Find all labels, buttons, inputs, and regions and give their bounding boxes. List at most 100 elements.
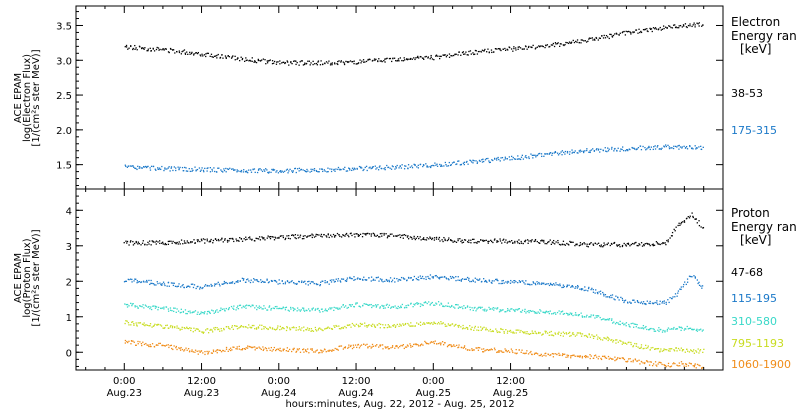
data-point <box>455 275 457 278</box>
data-point <box>654 28 656 30</box>
data-point <box>405 165 407 167</box>
data-point <box>266 237 268 239</box>
data-point <box>294 237 296 239</box>
data-point <box>235 348 237 350</box>
data-point <box>430 56 432 58</box>
data-point <box>572 39 574 42</box>
data-point <box>252 281 254 283</box>
data-point <box>546 243 548 245</box>
data-point <box>169 344 171 347</box>
data-point <box>263 325 265 328</box>
data-point <box>305 283 307 285</box>
data-point <box>238 240 240 242</box>
data-point <box>342 327 344 330</box>
data-point <box>129 165 132 167</box>
data-point <box>368 324 370 326</box>
data-point <box>593 357 595 359</box>
data-point <box>458 346 460 348</box>
data-point <box>536 46 539 48</box>
data-point <box>498 158 500 161</box>
data-point <box>644 28 647 30</box>
data-point <box>427 57 429 59</box>
data-point <box>296 310 298 312</box>
data-point <box>206 170 208 172</box>
data-point <box>129 241 132 243</box>
data-point <box>130 45 132 48</box>
data-point <box>624 244 627 246</box>
data-point <box>611 296 613 299</box>
data-point <box>439 323 441 325</box>
data-point <box>607 150 610 152</box>
data-point <box>435 238 438 240</box>
data-point <box>595 37 598 39</box>
data-point <box>503 282 505 284</box>
data-point <box>422 57 424 59</box>
data-point <box>138 242 140 245</box>
data-point <box>558 354 560 356</box>
data-point <box>436 165 439 167</box>
data-point <box>299 328 301 330</box>
data-point <box>228 348 231 351</box>
data-point <box>459 306 462 309</box>
data-point <box>673 145 675 147</box>
data-point <box>373 305 375 307</box>
data-point <box>698 284 701 286</box>
data-point <box>658 243 660 245</box>
data-point <box>688 217 691 219</box>
data-point <box>349 60 352 62</box>
data-point <box>471 307 473 309</box>
data-point <box>635 326 637 328</box>
data-point <box>254 171 256 174</box>
data-point <box>218 328 220 330</box>
data-point <box>225 346 228 349</box>
data-point <box>694 26 696 28</box>
data-point <box>367 304 370 306</box>
data-point <box>560 332 562 335</box>
data-point <box>559 334 562 337</box>
data-point <box>296 283 298 285</box>
data-point <box>326 236 328 238</box>
data-point <box>287 172 289 174</box>
data-point <box>233 240 235 243</box>
data-point <box>207 352 210 354</box>
data-point <box>301 307 304 309</box>
data-point <box>697 23 699 25</box>
data-point <box>413 275 416 278</box>
data-point <box>404 322 407 325</box>
data-point <box>396 278 398 280</box>
data-point <box>304 280 306 282</box>
data-point <box>238 327 240 329</box>
data-point <box>265 168 267 170</box>
data-point <box>486 348 488 351</box>
data-point <box>352 344 355 346</box>
data-point <box>286 326 288 328</box>
data-point <box>694 24 696 26</box>
data-point <box>409 325 411 327</box>
data-point <box>206 238 208 240</box>
data-point <box>378 346 380 348</box>
data-point <box>291 280 293 282</box>
data-point <box>656 365 658 367</box>
data-point <box>180 311 182 314</box>
data-point <box>154 307 157 309</box>
data-point <box>460 326 462 328</box>
data-point <box>639 347 642 349</box>
data-point <box>659 361 661 364</box>
data-point <box>254 328 256 330</box>
data-point <box>143 324 145 326</box>
data-point <box>168 285 170 287</box>
data-point <box>597 315 599 317</box>
data-point <box>124 342 126 344</box>
data-point <box>350 232 352 234</box>
data-point <box>575 40 577 43</box>
data-point <box>263 348 265 350</box>
data-point <box>165 344 168 346</box>
data-point <box>584 243 586 245</box>
data-point <box>473 238 475 241</box>
data-point <box>142 47 144 49</box>
data-point <box>230 168 233 170</box>
data-point <box>167 51 170 53</box>
data-point <box>500 327 502 330</box>
data-point <box>566 333 568 335</box>
data-point <box>131 303 133 305</box>
